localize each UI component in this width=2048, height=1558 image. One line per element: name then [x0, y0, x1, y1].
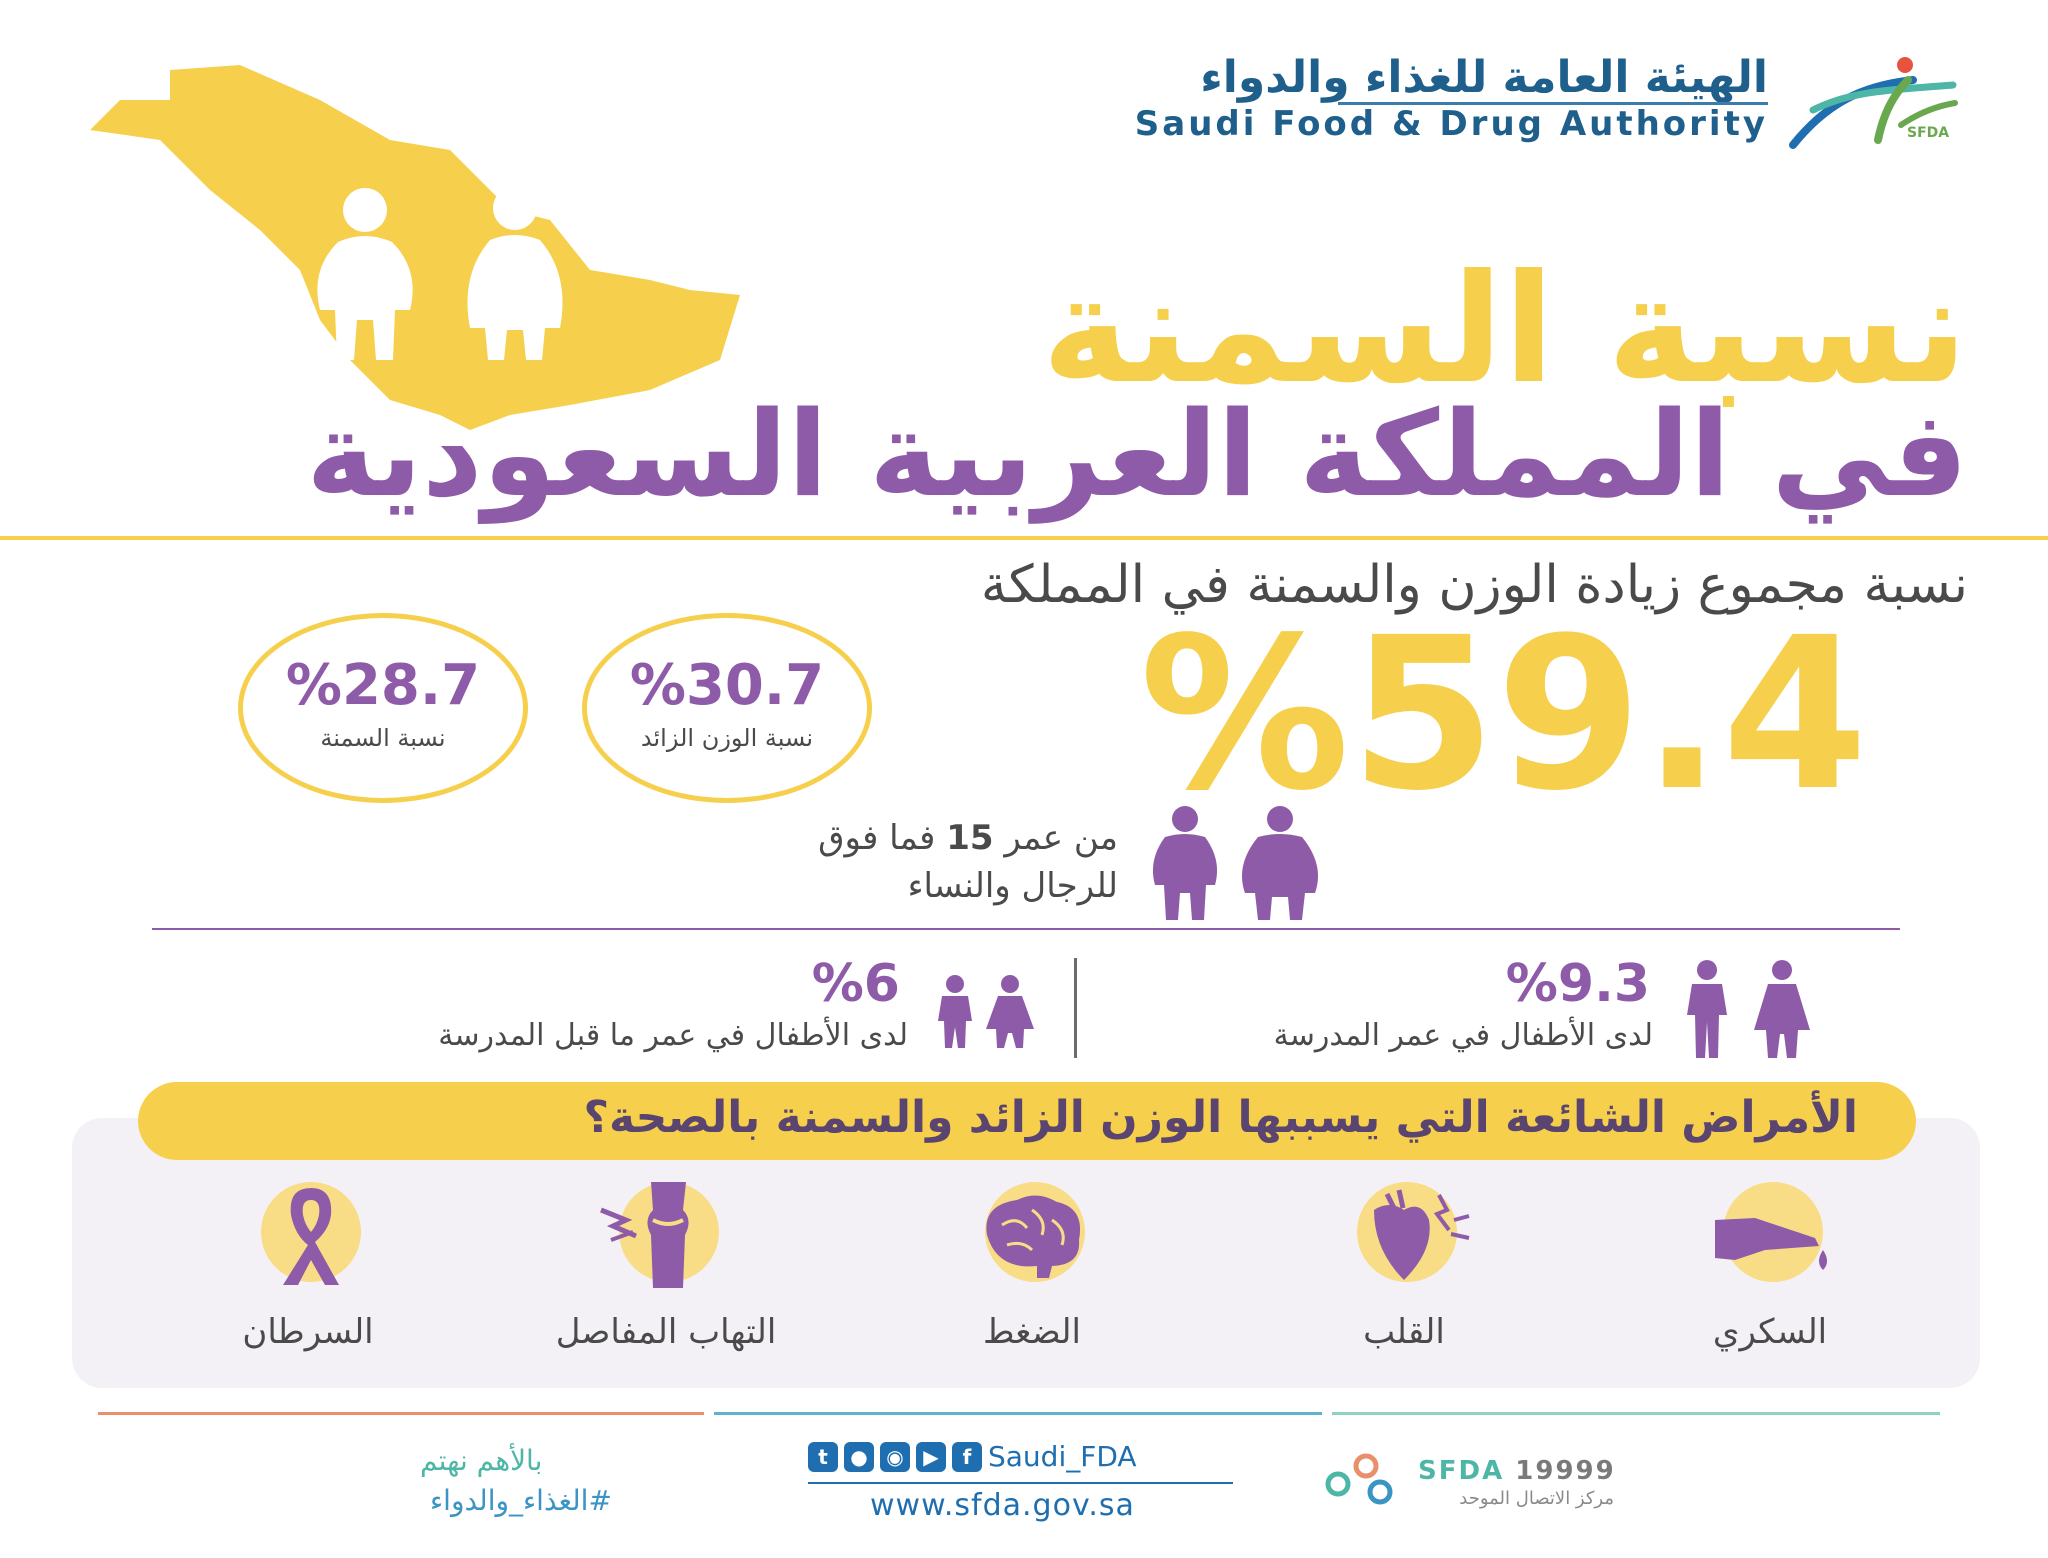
children-separator — [1074, 958, 1077, 1058]
school-children-value: %9.3 — [1505, 954, 1650, 1014]
logo-english-text: Saudi Food & Drug Authority — [1134, 104, 1768, 144]
footer-line — [1332, 1412, 1940, 1415]
disease-name: القلب — [1363, 1312, 1445, 1352]
overweight-value: %30.7 — [629, 653, 825, 718]
disease-blood-pressure: الضغط — [912, 1180, 1152, 1352]
snapchat-icon[interactable]: ● — [844, 1441, 874, 1472]
call-center-icon — [1325, 1453, 1393, 1505]
page-title-line1: نسبة السمنة — [1041, 243, 1968, 417]
svg-text:SFDA: SFDA — [1907, 125, 1949, 141]
stats-divider — [152, 928, 1900, 930]
section-divider — [0, 536, 2048, 540]
disease-heart: القلب — [1284, 1180, 1524, 1352]
website-link[interactable]: www.sfda.gov.sa — [870, 1488, 1135, 1523]
gender-text: للرجال والنساء — [907, 866, 1118, 906]
children-icon — [1687, 960, 1810, 1058]
youtube-icon[interactable]: ▶ — [916, 1441, 946, 1472]
disease-arthritis: التهاب المفاصل — [496, 1180, 836, 1352]
joint-icon — [591, 1180, 741, 1290]
disease-name: التهاب المفاصل — [555, 1312, 777, 1352]
slogan-text: بالأهم نهتم — [420, 1444, 543, 1477]
diseases-heading: الأمراض الشائعة التي يسببها الوزن الزائد… — [583, 1092, 1858, 1143]
overweight-label: نسبة الوزن الزائد — [640, 724, 814, 752]
social-divider — [808, 1482, 1233, 1484]
sfda-logo-icon: SFDA — [1789, 57, 1958, 149]
preschool-children-label: لدى الأطفال في عمر ما قبل المدرسة — [438, 1018, 908, 1053]
obesity-stat: %28.7 نسبة السمنة — [238, 613, 528, 803]
diseases-banner — [138, 1082, 1916, 1160]
overview-subtitle: نسبة مجموع زيادة الوزن والسمنة في المملك… — [980, 555, 1968, 615]
twitter-icon[interactable]: t — [808, 1441, 838, 1472]
footer-line — [714, 1412, 1322, 1415]
disease-cancer: السرطان — [188, 1180, 428, 1352]
preschool-children-value: %6 — [811, 954, 900, 1014]
disease-name: السكري — [1712, 1312, 1828, 1352]
instagram-icon[interactable]: ◉ — [880, 1441, 910, 1472]
logo-divider — [1338, 102, 1768, 105]
ribbon-icon — [233, 1180, 383, 1290]
footer-line — [98, 1412, 704, 1415]
social-bar: t ● ◉ ▶ f Saudi_FDA — [808, 1440, 1137, 1473]
obesity-label: نسبة السمنة — [320, 724, 446, 752]
disease-name: الضغط — [983, 1312, 1081, 1352]
disease-name: السرطان — [242, 1312, 374, 1352]
social-handle[interactable]: Saudi_FDA — [988, 1440, 1137, 1473]
hashtag-link[interactable]: #الغذاء_والدواء — [430, 1484, 612, 1517]
finger-drop-icon — [1695, 1180, 1845, 1290]
overweight-stat: %30.7 نسبة الوزن الزائد — [582, 613, 872, 803]
call-center-label: مركز الاتصال الموحد — [1459, 1488, 1614, 1509]
obesity-value: %28.7 — [285, 653, 481, 718]
call-number[interactable]: SFDA 19999 — [1418, 1456, 1616, 1486]
school-children-label: لدى الأطفال في عمر المدرسة — [1273, 1018, 1653, 1053]
disease-diabetes: السكري — [1650, 1180, 1890, 1352]
total-percentage: %59.4 — [1139, 592, 1868, 837]
saudi-map-icon — [90, 65, 740, 430]
logo-arabic-text: الهيئة العامة للغذاء والدواء — [1200, 52, 1768, 103]
adults-icon — [1152, 806, 1319, 920]
heart-icon — [1329, 1180, 1479, 1290]
toddlers-icon — [938, 975, 1034, 1048]
age-range-text: من عمر 15 فما فوق — [818, 818, 1118, 858]
page-title-line2: في المملكة العربية السعودية — [306, 385, 1968, 523]
facebook-icon[interactable]: f — [952, 1441, 982, 1472]
brain-icon — [957, 1180, 1107, 1290]
